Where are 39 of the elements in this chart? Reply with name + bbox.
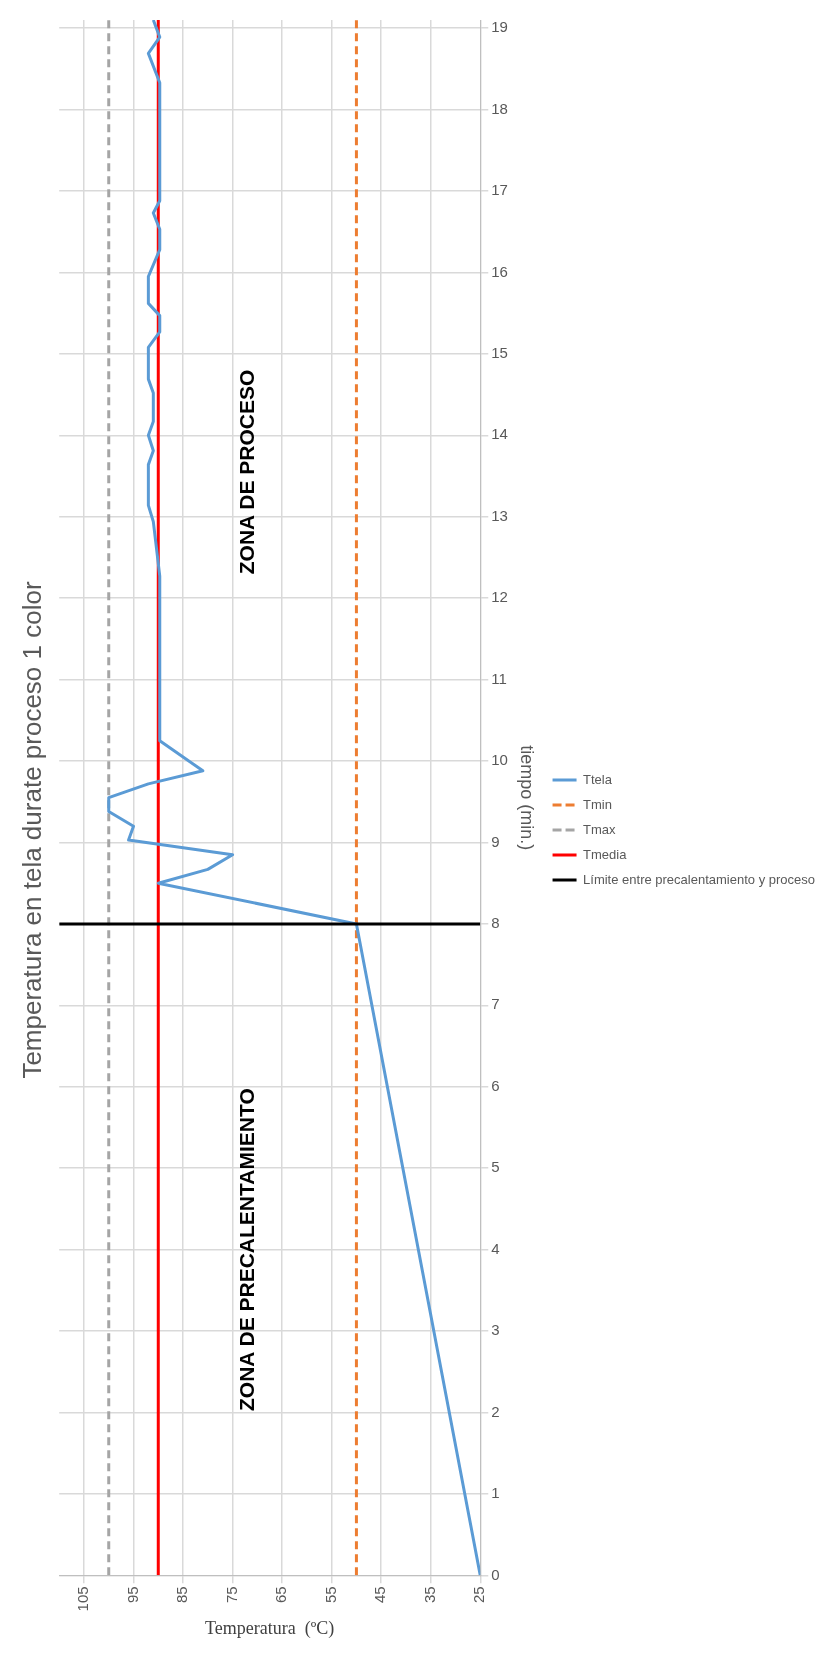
y-tick-label: 15 [491, 344, 508, 362]
y-tick-label: 12 [491, 588, 508, 606]
y-tick-label: 3 [491, 1321, 500, 1339]
y-tick-label: 1 [491, 1484, 500, 1502]
x-tick-label: 55 [321, 1586, 339, 1604]
y-tick-label: 9 [491, 832, 500, 850]
y-tick-label: 14 [491, 425, 508, 443]
x-tick-label: 45 [371, 1586, 389, 1604]
y-tick-label: 5 [491, 1158, 500, 1176]
y-tick-label: 7 [491, 995, 500, 1013]
legend-label: Límite entre precalentamiento y proceso [583, 871, 816, 887]
legend-label: Ttela [583, 771, 613, 787]
y-tick-label: 4 [491, 1239, 500, 1257]
y-tick-label: 19 [491, 18, 508, 36]
x-tick-label: 95 [123, 1586, 141, 1604]
y-tick-label: 2 [491, 1402, 500, 1420]
x-tick-label: 75 [222, 1586, 240, 1604]
y-tick-label: 6 [491, 1076, 500, 1094]
legend-label: Tmin [583, 796, 612, 812]
y-tick-label: 16 [491, 262, 508, 280]
x-tick-label: 35 [420, 1586, 438, 1604]
y-tick-label: 13 [491, 506, 508, 524]
text: Temperatura en tela durate proceso 1 color [16, 581, 47, 1079]
x-axis-title: Temperatura (ºC) [205, 1617, 335, 1639]
y-axis-title: tiempo (min.) [516, 745, 537, 851]
x-tick-label: 65 [272, 1586, 290, 1604]
x-tick-label: 105 [74, 1586, 92, 1612]
y-tick-label: 8 [491, 914, 500, 932]
y-tick-label: 0 [491, 1565, 500, 1583]
y-tick-label: 18 [491, 99, 508, 117]
y-tick-label: 17 [491, 181, 508, 199]
y-tick-label: 10 [491, 751, 508, 769]
x-tick-label: 25 [470, 1586, 488, 1604]
x-tick-label: 85 [173, 1586, 191, 1604]
annotation: ZONA DE PROCESO [235, 369, 259, 575]
y-tick-label: 11 [491, 669, 507, 687]
annotation: ZONA DE PRECALENTAMIENTO [235, 1088, 259, 1412]
legend-label: Tmax [583, 821, 617, 837]
legend-label: Tmedia [583, 846, 628, 862]
